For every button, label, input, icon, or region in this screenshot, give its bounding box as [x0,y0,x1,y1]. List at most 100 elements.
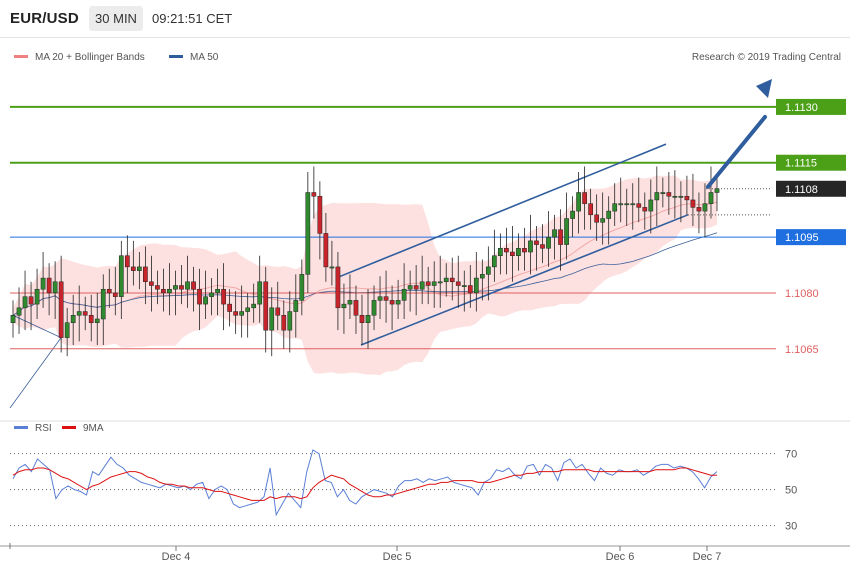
candle-body [118,255,124,297]
x-axis-label: Dec 7 [693,551,722,563]
candle-body [34,288,40,305]
candle-body [203,296,208,305]
x-axis-label: Dec 5 [383,551,412,563]
candle-body [684,195,690,201]
candle-body [353,300,359,316]
candle-body [576,192,581,212]
candle-body [467,285,473,294]
candle-body [618,203,624,206]
candle-body [479,274,485,279]
rsi-ma-line [12,467,717,501]
candle-body [485,266,491,275]
candle-body [88,315,94,323]
candle-body [546,236,551,249]
candle-body [209,292,214,297]
candle-body [46,277,52,294]
candle-body [648,199,654,212]
candle-body [437,281,443,284]
candle-body [431,281,437,286]
candle-body [660,192,666,194]
candle-body [552,229,557,238]
candle-body [239,311,245,316]
timeframe-selector[interactable]: 30 MIN [89,6,143,31]
price-level: 1.1108 [706,180,846,197]
price-level: 1.1095 [10,229,846,246]
candle-body [558,229,563,245]
candle-body [606,210,612,219]
rsi-swatch [14,425,28,429]
legend-ma50: MA 50 [169,52,218,63]
candle-body [564,218,569,245]
candle-body [516,248,521,256]
candle-body [534,240,539,245]
candle-body [64,322,70,338]
copyright-text: Research © 2019 Trading Central [691,52,841,63]
candle-body [52,281,58,294]
candle-body [654,192,660,201]
price-level: 1.1065 [10,344,819,356]
candle-body [40,277,46,290]
candle-body [155,285,160,290]
candle-body [588,203,593,216]
candle-body [124,255,130,268]
candle-body [137,266,142,271]
candle-body [100,288,106,320]
candle-body [287,311,293,331]
candle-body [389,300,395,305]
chart-header: EUR/USD 30 MIN 09:21:51 CET [0,0,850,38]
candle-body [227,303,232,312]
candle-body [419,281,425,290]
candle-body [570,210,575,219]
candle-body [76,311,82,316]
last-price-label: 1.1108 [785,184,818,196]
candle-body [311,192,317,197]
candle-body [347,300,353,305]
rsi-ma-swatch [62,425,76,429]
candle-body [245,307,251,312]
target-label-bg [776,98,846,115]
candle-body [600,218,606,223]
candle-body [149,281,154,286]
candle-body [16,307,22,316]
candle-body [305,192,311,275]
support-label: 1.1080 [785,288,819,300]
rsi-axis-label: 70 [785,449,797,461]
candle-body [275,307,281,316]
candles [10,166,720,357]
candle-body [215,288,220,294]
candle-body [281,315,287,331]
target-arrow-shaft [706,114,767,189]
candle-body [173,285,178,290]
candle-body [359,315,365,323]
candle-body [329,266,335,269]
x-axis-label: Dec 6 [606,551,635,563]
price-level: 1.1115 [10,154,846,171]
candle-body [666,192,672,197]
candle-body [407,285,413,290]
candle-body [299,274,305,301]
candle-body [395,300,401,305]
candle-body [233,311,238,316]
target-arrow-head [756,79,772,98]
channel-upper-line [335,143,667,279]
candle-body [522,248,527,253]
legend-ma20: MA 20 + Bollinger Bands [14,52,145,63]
candle-body [185,281,190,290]
candle-body [383,296,389,301]
candle-body [473,277,479,294]
candle-body [377,296,383,301]
candle-body [179,285,184,290]
candle-body [528,240,533,253]
channel-lower-line [360,214,689,346]
candle-body [612,203,618,212]
candle-body [630,203,636,206]
candle-body [461,285,467,287]
candle-body [714,188,720,193]
candle-body [197,288,202,305]
instrument-name: EUR/USD [10,10,79,27]
pivot-label: 1.1095 [785,232,819,244]
rsi-line [12,449,718,517]
support-label: 1.1065 [785,344,819,356]
candle-body [413,285,419,290]
